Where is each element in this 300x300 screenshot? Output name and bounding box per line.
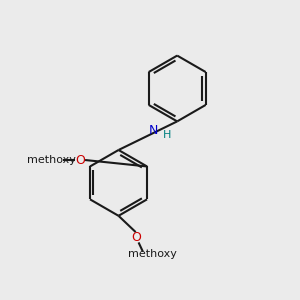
Text: methoxy: methoxy [27, 155, 76, 165]
Text: N: N [149, 124, 158, 137]
Text: O: O [131, 231, 141, 244]
Text: methoxy: methoxy [128, 249, 177, 260]
Text: O: O [75, 154, 85, 166]
Text: H: H [163, 130, 171, 140]
